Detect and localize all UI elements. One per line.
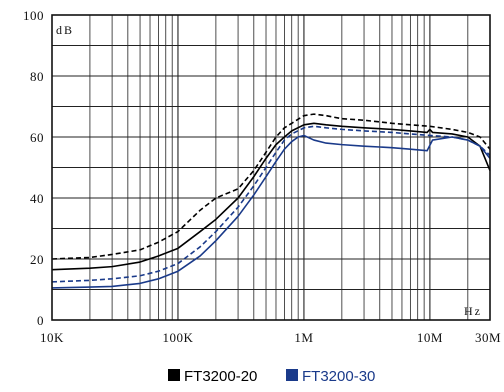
grid	[52, 15, 490, 320]
legend-swatch	[168, 369, 180, 381]
y-tick-label: 20	[30, 252, 44, 267]
y-axis-unit-label: dB	[56, 23, 74, 37]
x-tick-label: 100K	[163, 330, 194, 345]
legend-item: FT3200-30	[286, 368, 375, 385]
legend-label: FT3200-30	[302, 368, 375, 385]
y-tick-label: 100	[23, 8, 44, 23]
series-line-ft3200-30-solid	[51, 134, 491, 289]
tick-labels: 0 20 40 60 80 100 10K 100K 1M 10M 30M	[23, 8, 501, 345]
legend-item: FT3200-20	[168, 368, 257, 385]
y-tick-label: 80	[30, 69, 44, 84]
series-line-ft3200-20-solid	[51, 122, 491, 271]
legend-swatch	[286, 369, 298, 381]
series-line-ft3200-30-dashed	[51, 125, 491, 283]
x-tick-label: 10K	[40, 330, 64, 345]
x-tick-label: 1M	[294, 330, 313, 345]
plot-border	[51, 14, 491, 321]
x-axis-unit-label: Hz	[464, 304, 482, 318]
series-line-ft3200-20-dashed	[51, 113, 491, 260]
plot-frame	[51, 14, 491, 321]
y-tick-label: 60	[30, 130, 44, 145]
legend: FT3200-20 FT3200-30	[168, 368, 375, 385]
series-group	[51, 113, 491, 289]
legend-label: FT3200-20	[184, 368, 257, 385]
y-tick-label: 40	[30, 191, 44, 206]
y-tick-label: 0	[37, 313, 44, 328]
x-tick-label: 10M	[417, 330, 443, 345]
x-tick-label: 30M	[475, 330, 501, 345]
